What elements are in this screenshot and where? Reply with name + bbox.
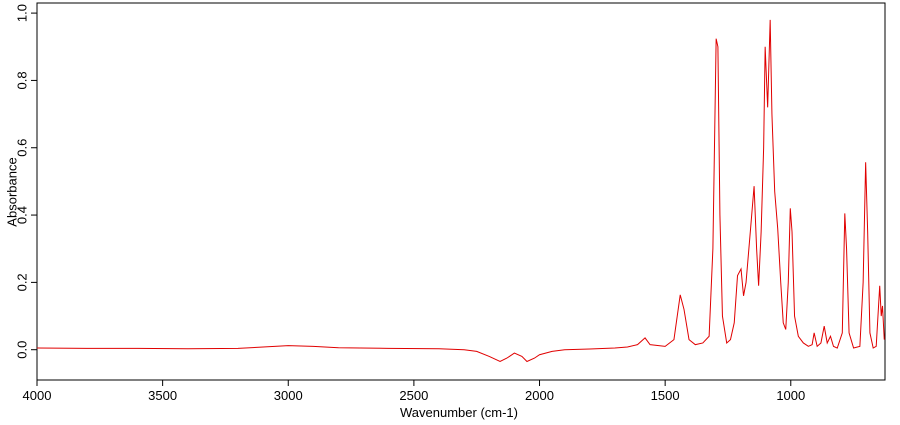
x-tick-label: 4000 bbox=[23, 388, 52, 403]
y-tick-label: 0.2 bbox=[14, 273, 29, 291]
y-tick-label: 1.0 bbox=[14, 4, 29, 22]
x-tick-label: 2000 bbox=[525, 388, 554, 403]
y-tick-label: 0.8 bbox=[14, 71, 29, 89]
x-tick-label: 1500 bbox=[651, 388, 680, 403]
y-tick-label: 0.6 bbox=[14, 139, 29, 157]
y-tick-label: 0.0 bbox=[14, 341, 29, 359]
x-tick-label: 1000 bbox=[776, 388, 805, 403]
x-tick-label: 2500 bbox=[399, 388, 428, 403]
y-tick-label: 0.4 bbox=[14, 206, 29, 224]
y-axis-label: Absorbance bbox=[4, 157, 19, 226]
x-tick-label: 3500 bbox=[148, 388, 177, 403]
x-axis-label: Wavenumber (cm-1) bbox=[400, 405, 518, 420]
x-tick-label: 3000 bbox=[274, 388, 303, 403]
plot-frame bbox=[36, 2, 886, 381]
spectrum-line bbox=[36, 19, 885, 363]
